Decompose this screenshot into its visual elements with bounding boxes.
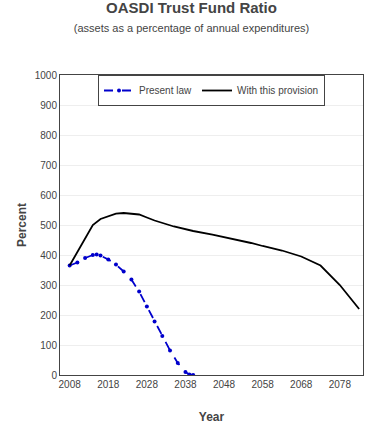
svg-text:2008: 2008 bbox=[59, 379, 82, 390]
svg-text:Present law: Present law bbox=[139, 85, 192, 96]
svg-text:400: 400 bbox=[40, 250, 57, 261]
svg-text:500: 500 bbox=[40, 220, 57, 231]
svg-text:100: 100 bbox=[40, 340, 57, 351]
svg-text:2018: 2018 bbox=[97, 379, 120, 390]
svg-text:2048: 2048 bbox=[213, 379, 236, 390]
svg-text:2068: 2068 bbox=[290, 379, 313, 390]
svg-text:Year: Year bbox=[199, 410, 225, 424]
svg-text:1000: 1000 bbox=[35, 70, 58, 81]
svg-text:300: 300 bbox=[40, 280, 57, 291]
svg-text:2058: 2058 bbox=[252, 379, 275, 390]
svg-text:900: 900 bbox=[40, 100, 57, 111]
svg-text:800: 800 bbox=[40, 130, 57, 141]
svg-text:2078: 2078 bbox=[329, 379, 352, 390]
svg-text:0: 0 bbox=[51, 370, 57, 381]
svg-text:2038: 2038 bbox=[174, 379, 197, 390]
svg-text:OASDI Trust Fund Ratio(assets: OASDI Trust Fund Ratio(assets as a perce… bbox=[74, 0, 309, 34]
svg-text:Percent: Percent bbox=[15, 203, 29, 247]
svg-text:2028: 2028 bbox=[136, 379, 159, 390]
svg-text:200: 200 bbox=[40, 310, 57, 321]
svg-text:600: 600 bbox=[40, 190, 57, 201]
svg-text:700: 700 bbox=[40, 160, 57, 171]
svg-text:With this provision: With this provision bbox=[237, 85, 318, 96]
